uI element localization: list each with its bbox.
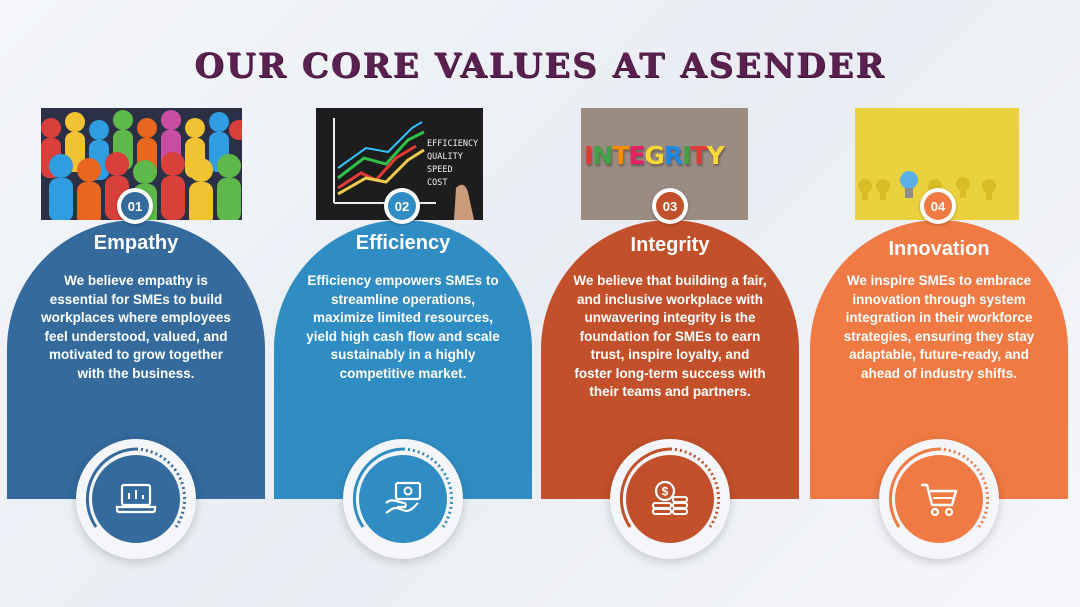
number-badge: 03 xyxy=(652,188,688,224)
integrity-letter: E xyxy=(628,141,645,170)
badge-number: 04 xyxy=(924,192,952,220)
board-word-speed: SPEED xyxy=(427,165,453,175)
integrity-photo: INTEGRITY xyxy=(581,108,748,220)
page-title: OUR CORE VALUES AT ASENDER xyxy=(194,46,886,86)
integrity-letter: T xyxy=(690,141,708,170)
integrity-letter: I xyxy=(584,141,593,170)
integrity-icon-ring: $ xyxy=(610,439,730,559)
card-text: We inspire SMEs to embrace innovation th… xyxy=(843,273,1035,381)
cart-icon xyxy=(921,483,958,517)
empathy-icon-ring xyxy=(76,439,196,559)
integrity-letter: R xyxy=(663,141,683,170)
badge-number: 03 xyxy=(656,192,684,220)
board-word-quality: QUALITY xyxy=(427,152,463,162)
innovation-icon-ring xyxy=(879,439,999,559)
badge-number: 01 xyxy=(121,192,149,220)
integrity-letter: N xyxy=(592,141,613,170)
efficiency-icon-ring xyxy=(343,439,463,559)
integrity-letter: G xyxy=(644,141,665,170)
card-heading: Efficiency xyxy=(355,232,451,254)
integrity-letter: Y xyxy=(706,141,725,170)
efficiency-card: Efficiency Efficiency empowers SMEs to s… xyxy=(274,220,532,499)
coins-icon: $ xyxy=(652,480,688,515)
number-badge: 01 xyxy=(117,188,153,224)
card-text: Efficiency empowers SMEs to streamline o… xyxy=(306,273,500,381)
board-word-cost: COST xyxy=(427,178,448,188)
card-text: We believe that building a fair, and inc… xyxy=(573,273,767,399)
card-text: We believe empathy is essential for SMEs… xyxy=(41,273,231,381)
integrity-letter: I xyxy=(682,141,691,170)
card-heading: Empathy xyxy=(93,232,179,254)
innovation-photo xyxy=(855,108,1019,220)
number-badge: 04 xyxy=(920,188,956,224)
number-badge: 02 xyxy=(384,188,420,224)
integrity-card: Integrity We believe that building a fai… xyxy=(541,220,799,499)
laptop-icon xyxy=(115,483,157,514)
board-word-efficiency: EFFICIENCY xyxy=(427,139,479,149)
integrity-letter: T xyxy=(612,141,629,170)
card-heading: Innovation xyxy=(888,238,990,260)
card-heading: Integrity xyxy=(630,234,710,256)
badge-number: 02 xyxy=(388,192,416,220)
empathy-photo xyxy=(41,108,242,220)
hand-money-icon xyxy=(385,481,422,514)
svg-text:$: $ xyxy=(662,485,669,499)
